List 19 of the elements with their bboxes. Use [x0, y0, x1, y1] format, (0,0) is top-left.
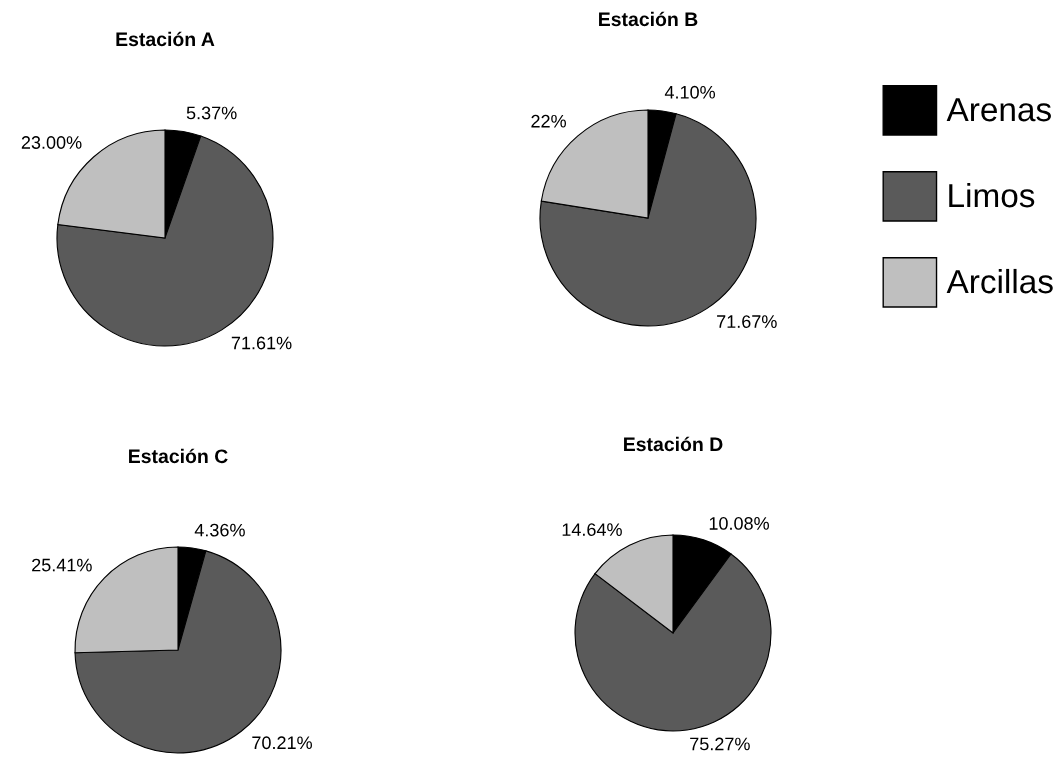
- chart-title: Estación A: [116, 31, 215, 47]
- legend-label: Limos: [949, 182, 1035, 208]
- data-label: 14.64%: [562, 523, 622, 536]
- data-label: 23.00%: [21, 136, 82, 149]
- data-label: 4.10%: [664, 85, 716, 99]
- data-label: 4.36%: [194, 523, 245, 537]
- data-label: 22%: [531, 114, 566, 128]
- chart-title: Estación D: [624, 436, 723, 452]
- data-label: 70.21%: [252, 736, 312, 750]
- data-label: 75.27%: [690, 737, 750, 751]
- data-label: 25.41%: [32, 558, 92, 572]
- chart-title: Estación C: [129, 448, 228, 464]
- data-label: 71.67%: [717, 315, 777, 328]
- legend-label: Arenas: [946, 98, 1051, 122]
- chart-title: Estación B: [599, 11, 698, 27]
- data-label: 71.61%: [231, 336, 292, 350]
- data-label: 5.37%: [186, 106, 237, 120]
- legend-label: Arcillas: [946, 268, 1053, 294]
- data-label: 10.08%: [709, 517, 769, 530]
